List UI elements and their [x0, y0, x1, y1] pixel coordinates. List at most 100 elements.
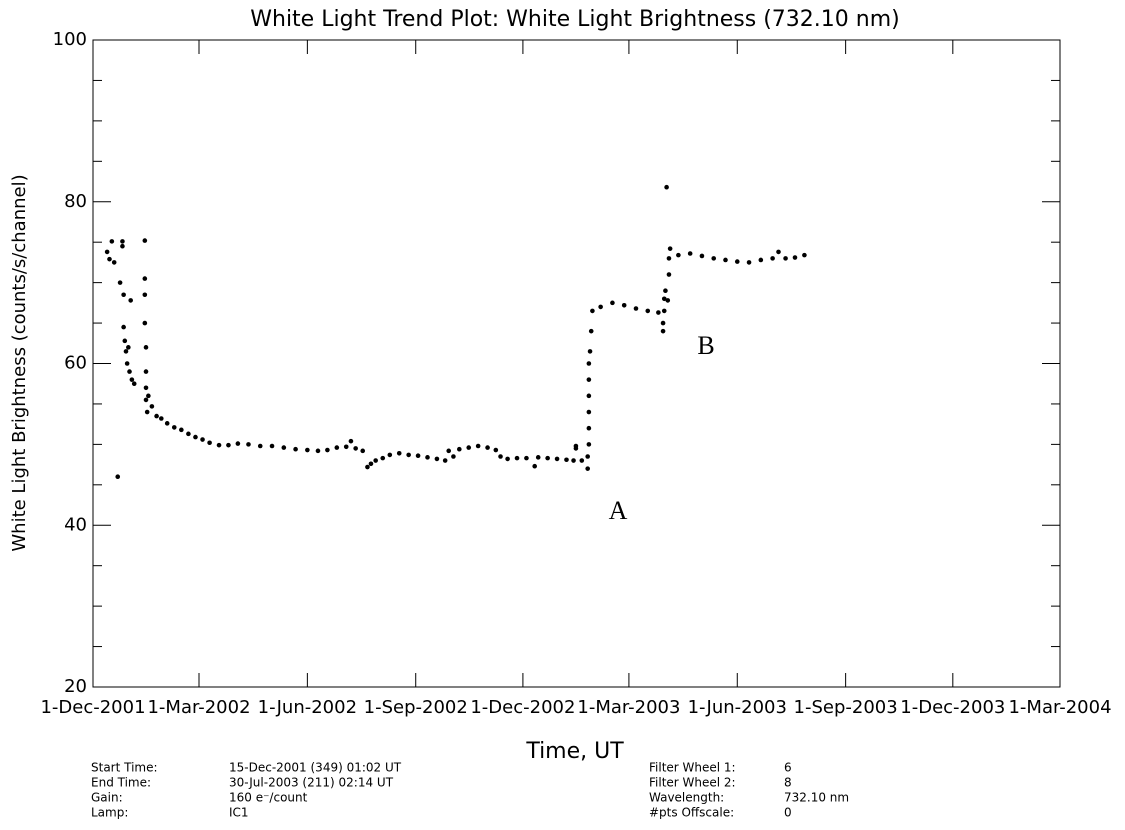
x-tick-label: 1-Dec-2002: [470, 697, 575, 718]
data-point: [514, 455, 520, 461]
data-point: [661, 296, 667, 302]
data-point: [493, 447, 499, 453]
data-point: [457, 446, 462, 452]
info-text: 0: [784, 806, 792, 820]
annotation: B: [697, 331, 714, 360]
plot-frame: [92, 39, 1061, 688]
data-point: [193, 434, 198, 440]
chart-title: White Light Trend Plot: White Light Brig…: [250, 7, 899, 32]
y-tick-label: 60: [64, 353, 87, 374]
info-text: 30-Jul-2003 (211) 02:14 UT: [229, 776, 394, 790]
data-point: [610, 300, 615, 306]
data-point: [666, 256, 672, 261]
data-point: [586, 393, 592, 399]
data-point: [143, 369, 149, 374]
data-point: [406, 452, 411, 458]
data-point: [380, 455, 386, 461]
data-point: [143, 345, 149, 350]
data-point: [588, 328, 594, 334]
data-point: [723, 257, 728, 263]
data-point: [505, 456, 510, 462]
data-point: [442, 458, 448, 463]
data-point: [396, 450, 402, 456]
data-point: [142, 238, 148, 243]
info-text: 15-Dec-2001 (349) 01:02 UT: [229, 761, 402, 775]
data-point: [451, 454, 456, 459]
data-point: [687, 251, 693, 256]
data-point: [293, 446, 298, 452]
data-point: [143, 385, 149, 391]
data-point: [365, 464, 370, 470]
data-point: [665, 298, 671, 303]
data-point: [586, 425, 592, 431]
data-point: [120, 243, 125, 249]
data-point: [645, 308, 651, 314]
data-point: [325, 447, 330, 453]
x-tick-label: 1-Jun-2002: [258, 697, 357, 718]
data-point: [554, 456, 560, 462]
data-point: [144, 409, 150, 415]
data-point: [535, 455, 541, 460]
data-point: [122, 338, 128, 344]
data-point: [545, 455, 550, 461]
data-point: [142, 320, 148, 326]
data-point: [216, 442, 222, 448]
x-tick-label: 1-Sep-2003: [794, 697, 898, 718]
data-point: [586, 442, 592, 447]
data-point: [485, 445, 490, 450]
data-point: [587, 349, 593, 354]
data-point: [179, 427, 184, 433]
data-point: [159, 416, 164, 421]
info-text: IC1: [229, 806, 249, 820]
data-point: [207, 440, 212, 446]
data-point: [663, 288, 668, 294]
data-point: [146, 393, 151, 399]
data-point: [579, 458, 585, 463]
data-point: [802, 252, 807, 258]
data-point: [124, 361, 130, 366]
data-point: [621, 302, 627, 308]
annotation: A: [609, 496, 628, 525]
x-tick-label: 1-Mar-2003: [577, 697, 680, 718]
x-tick-label: 1-Mar-2002: [147, 697, 250, 718]
data-point: [305, 447, 310, 453]
x-tick-label: 1-Jun-2003: [688, 697, 787, 718]
y-tick-label: 80: [64, 191, 87, 212]
data-point: [532, 463, 537, 469]
data-point: [660, 328, 666, 334]
info-text: 6: [784, 761, 792, 775]
data-point: [585, 466, 590, 471]
data-point: [446, 448, 452, 454]
data-point: [281, 445, 287, 450]
data-point: [524, 455, 529, 461]
data-point: [128, 298, 133, 303]
data-point: [164, 421, 170, 426]
data-point: [676, 252, 681, 258]
data-point: [434, 456, 440, 462]
data-point: [466, 445, 472, 450]
info-text: 8: [784, 776, 792, 790]
data-point: [586, 409, 592, 415]
data-point: [783, 256, 788, 261]
info-text: #pts Offscale:: [649, 806, 734, 820]
data-point: [269, 443, 275, 449]
data-point: [776, 249, 781, 255]
data-point: [415, 453, 421, 458]
data-point: [666, 272, 672, 277]
data-point: [200, 437, 205, 442]
data-point: [257, 443, 263, 449]
data-point: [115, 474, 121, 480]
data-point: [711, 256, 717, 261]
data-point: [633, 306, 639, 311]
info-text: Filter Wheel 2:: [649, 776, 736, 790]
data-point: [368, 461, 374, 467]
data-point: [734, 259, 740, 264]
data-point: [123, 349, 129, 354]
data-point: [143, 397, 149, 403]
data-point: [117, 280, 123, 285]
data-point: [315, 448, 321, 454]
data-point: [226, 442, 231, 448]
data-point: [121, 324, 126, 330]
data-point: [586, 377, 592, 382]
